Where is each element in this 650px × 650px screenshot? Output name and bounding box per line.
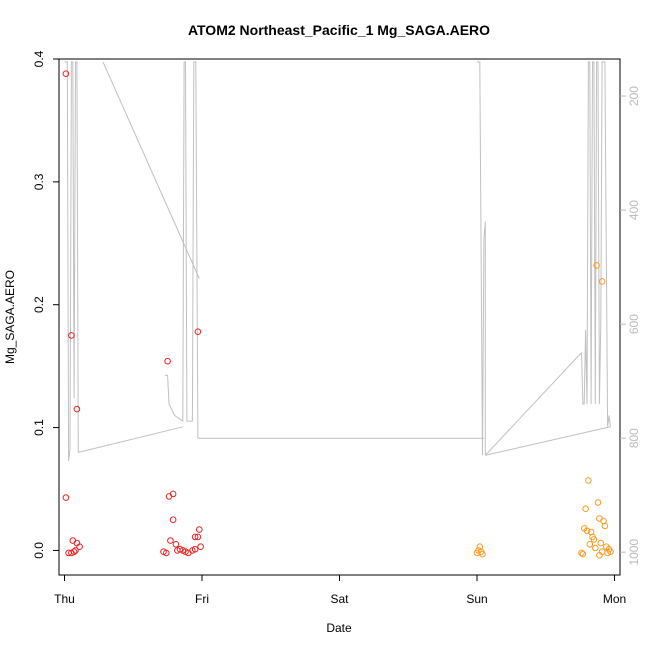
data-point <box>598 278 606 285</box>
data-point <box>194 533 202 541</box>
data-point <box>196 526 203 533</box>
data-point <box>479 550 486 558</box>
data-point <box>72 547 79 554</box>
data-point <box>586 541 594 548</box>
plot-frame <box>58 58 621 576</box>
y-tick-label: 0.1 <box>32 419 46 436</box>
data-point <box>583 527 591 535</box>
depth-line-segment <box>78 426 183 453</box>
data-point <box>578 549 585 557</box>
data-point <box>169 516 177 524</box>
x-tick-label: Thu <box>54 592 75 606</box>
y-tick-label: 0.0 <box>32 542 46 559</box>
data-point <box>165 493 173 500</box>
depth-line-segment <box>477 61 486 456</box>
data-point <box>598 548 606 556</box>
depth-line-segment <box>485 426 611 456</box>
data-point <box>68 332 75 339</box>
data-point <box>76 543 83 551</box>
depth-line-segment <box>484 352 582 456</box>
depth-line-segment <box>581 61 611 427</box>
data-point <box>191 545 199 553</box>
data-point <box>167 537 174 544</box>
data-point <box>191 533 199 541</box>
x-axis-label: Date <box>326 621 352 635</box>
data-point <box>70 548 78 556</box>
data-point <box>164 357 171 365</box>
data-point <box>585 477 592 484</box>
data-point <box>194 328 202 336</box>
depth-line-layer <box>64 61 611 462</box>
y2-tick-label: 200 <box>627 86 641 106</box>
x-tick-label: Fri <box>195 592 209 606</box>
x-tick-label: Sat <box>330 592 349 606</box>
data-point <box>73 405 81 413</box>
data-point <box>579 550 587 558</box>
y-tick-label: 0.3 <box>32 173 46 190</box>
y2-tick-label: 1000 <box>627 539 641 566</box>
points-layer <box>62 70 614 559</box>
data-point <box>597 539 605 547</box>
data-point <box>594 499 602 506</box>
data-point <box>582 505 589 513</box>
y-tick-label: 0.2 <box>32 296 46 313</box>
y2-tick-label: 800 <box>627 428 641 448</box>
y2-tick-label: 400 <box>627 200 641 220</box>
data-point <box>62 70 70 77</box>
secondary-y-axis: 200 400 600 800 1000 <box>620 86 641 566</box>
x-axis: Thu Fri Sat Sun Mon <box>54 575 626 606</box>
chart-title: ATOM2 Northeast_Pacific_1 Mg_SAGA.AERO <box>188 22 490 38</box>
data-point <box>163 549 170 557</box>
y-tick-label: 0.4 <box>32 50 46 67</box>
data-point <box>172 541 180 548</box>
depth-line-segment <box>64 61 79 462</box>
y-axis: 0.0 0.1 0.2 0.3 0.4 <box>32 50 59 559</box>
y-axis-label: Mg_SAGA.AERO <box>3 270 17 364</box>
y2-tick-label: 600 <box>627 314 641 334</box>
data-point <box>592 544 599 552</box>
data-point <box>590 536 598 543</box>
data-point <box>62 494 70 501</box>
x-tick-label: Mon <box>603 592 626 606</box>
depth-line-segment <box>164 61 199 439</box>
data-point <box>601 522 609 530</box>
depth-line-segment <box>102 61 200 279</box>
data-point <box>197 543 204 551</box>
x-tick-label: Sun <box>466 592 487 606</box>
data-point <box>593 262 600 269</box>
